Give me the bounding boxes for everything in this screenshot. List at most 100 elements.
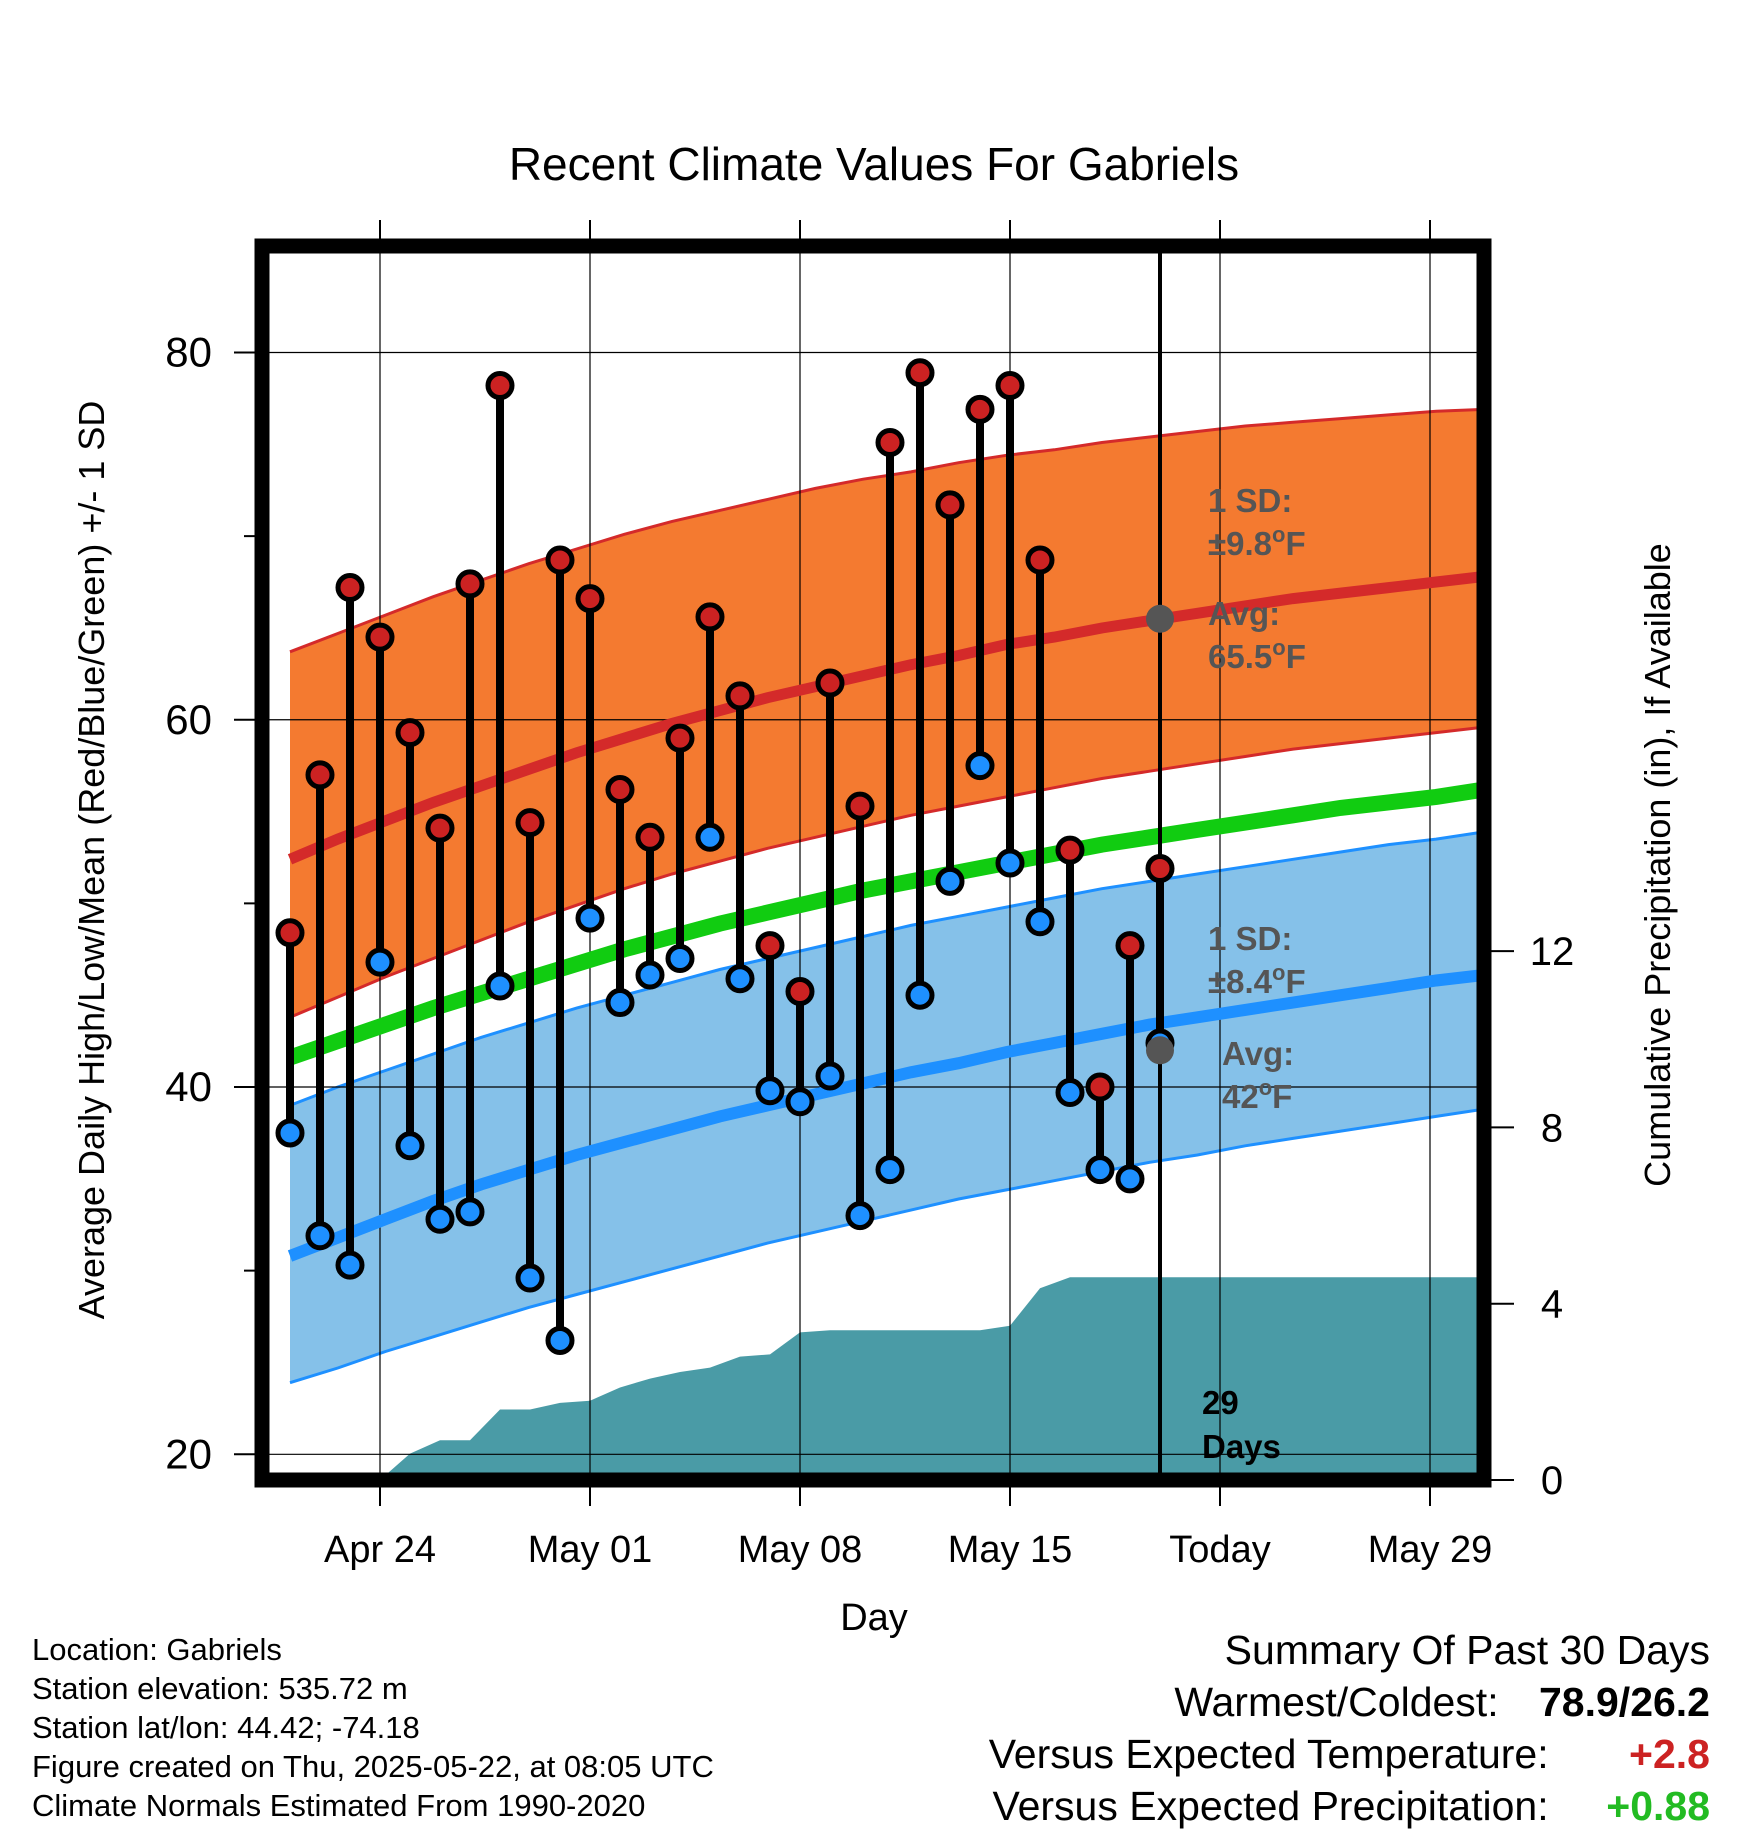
daily-high-point	[305, 760, 335, 790]
x-tick-label: May 01	[528, 1529, 653, 1571]
y-tick-label: 80	[165, 329, 212, 376]
low-avg-label-part: Avg:	[1222, 1035, 1294, 1072]
daily-high-point	[515, 808, 545, 838]
daily-high-point	[965, 394, 995, 424]
daily-high-point	[395, 718, 425, 748]
low-avg-value: 42oF	[1222, 1075, 1292, 1115]
low-sd-lower-line	[289, 1107, 1484, 1385]
high-avg-value-part: 65.5	[1208, 638, 1272, 675]
daily-low-point	[905, 980, 935, 1010]
daily-high-point	[335, 573, 365, 603]
x-tick-label: May 08	[738, 1529, 863, 1571]
low-avg-value-part: o	[1259, 1075, 1272, 1100]
daily-low-point	[995, 848, 1025, 878]
x-axis-label: Day	[840, 1597, 908, 1639]
summary-temp-row: Versus Expected Temperature: +2.8	[989, 1728, 1710, 1780]
daily-high-point	[605, 775, 635, 805]
daily-low-point	[425, 1204, 455, 1234]
daily-low-point	[365, 947, 395, 977]
daily-high-point	[755, 931, 785, 961]
daily-low-point	[395, 1131, 425, 1161]
precip-value: +0.88	[1606, 1783, 1710, 1829]
high-sd-label-part: 1 SD:	[1208, 482, 1292, 519]
chart-title: Recent Climate Values For Gabriels	[509, 138, 1239, 190]
daily-high-point	[425, 813, 455, 843]
daily-high-point	[995, 371, 1025, 401]
daily-low-point	[545, 1325, 575, 1355]
daily-low-point	[575, 903, 605, 933]
daily-low-point	[665, 943, 695, 973]
daily-low-point	[635, 960, 665, 990]
y2-tick-label: 4	[1541, 1283, 1563, 1327]
days-count-label-part: 29	[1202, 1384, 1239, 1421]
low-avg-value-part: F	[1272, 1078, 1292, 1115]
daily-low-point	[695, 822, 725, 852]
daily-high-point	[695, 602, 725, 632]
latlon-text: Station lat/lon: 44.42; -74.18	[32, 1710, 420, 1745]
high-avg-value: 65.5oF	[1208, 635, 1306, 675]
daily-high-point	[935, 490, 965, 520]
high-sd-value: ±9.8oF	[1208, 522, 1306, 562]
low-sd-value-part: o	[1272, 960, 1285, 985]
high-avg-label: Avg:	[1208, 595, 1280, 632]
low-sd-label: 1 SD:	[1208, 920, 1292, 957]
daily-high-point	[575, 584, 605, 614]
high-sd-value-part: ±9.8	[1208, 525, 1272, 562]
temp-label: Versus Expected Temperature:	[988, 1731, 1549, 1777]
x-tick-label: Today	[1169, 1529, 1270, 1571]
y-tick-label: 60	[165, 696, 212, 743]
days-count-label: 29	[1202, 1384, 1239, 1421]
low-sd-label-part: 1 SD:	[1208, 920, 1292, 957]
low-sd-value: ±8.4oF	[1208, 960, 1306, 1000]
daily-high-point	[275, 918, 305, 948]
summary-precip-row: Versus Expected Precipitation: +0.88	[989, 1780, 1711, 1832]
y-tick-label: 40	[165, 1063, 212, 1110]
low-sd-value-part: ±8.4	[1208, 963, 1273, 1000]
daily-high-point	[785, 977, 815, 1007]
daily-high-point	[815, 668, 845, 698]
today-low-avg-marker	[1146, 1036, 1174, 1065]
low-avg-value-part: 42	[1222, 1078, 1259, 1115]
precip-area	[290, 1277, 1484, 1480]
daily-low-point	[305, 1221, 335, 1251]
high-sd-label: 1 SD:	[1208, 482, 1292, 519]
y2-axis-label: Cumulative Precipitation (in), If Availa…	[1637, 543, 1678, 1187]
y2-tick-label: 0	[1541, 1459, 1563, 1503]
station-metadata: Location: Gabriels Station elevation: 53…	[32, 1630, 714, 1825]
daily-low-point	[725, 964, 755, 994]
daily-low-point	[1055, 1078, 1085, 1108]
high-avg-label-part: Avg:	[1208, 595, 1280, 632]
daily-high-point	[1085, 1072, 1115, 1102]
daily-low-point	[455, 1197, 485, 1227]
daily-high-point	[1145, 854, 1175, 884]
daily-high-point	[845, 791, 875, 821]
high-avg-value-part: F	[1286, 638, 1306, 675]
location-text: Location: Gabriels	[32, 1632, 282, 1667]
low-avg-label: Avg:	[1222, 1035, 1294, 1072]
y2-tick-label: 8	[1541, 1106, 1563, 1150]
daily-low-point	[515, 1263, 545, 1293]
precip-label: Versus Expected Precipitation:	[992, 1783, 1549, 1829]
daily-low-point	[875, 1155, 905, 1185]
x-tick-label: May 15	[948, 1529, 1073, 1571]
temp-value: +2.8	[1629, 1731, 1710, 1777]
axes: 20 40 60 80 0 4 8 12 Apr 24 May 01 May 08 May 15 Tod…	[165, 220, 1574, 1571]
warm-cold-value: 78.9/26.2	[1539, 1679, 1710, 1725]
x-tick-label: Apr 24	[324, 1529, 436, 1571]
daily-low-point	[845, 1201, 875, 1231]
normals-text: Climate Normals Estimated From 1990-2020	[32, 1788, 646, 1823]
daily-low-point	[935, 866, 965, 896]
days-word-label-part: Days	[1202, 1428, 1281, 1465]
daily-low-point	[965, 751, 995, 781]
y2-tick-label: 12	[1530, 930, 1575, 974]
daily-low-point	[485, 971, 515, 1001]
high-avg-value-part: o	[1272, 635, 1285, 660]
low-sd-value-part: F	[1285, 963, 1305, 1000]
daily-high-point	[635, 822, 665, 852]
elevation-text: Station elevation: 535.72 m	[32, 1671, 408, 1706]
summary-warm-cold-row: Warmest/Coldest: 78.9/26.2	[989, 1676, 1710, 1728]
daily-low-point	[1115, 1164, 1145, 1194]
y-tick-label: 20	[165, 1430, 212, 1477]
daily-high-point	[365, 622, 395, 652]
created-text: Figure created on Thu, 2025-05-22, at 08…	[32, 1749, 714, 1784]
